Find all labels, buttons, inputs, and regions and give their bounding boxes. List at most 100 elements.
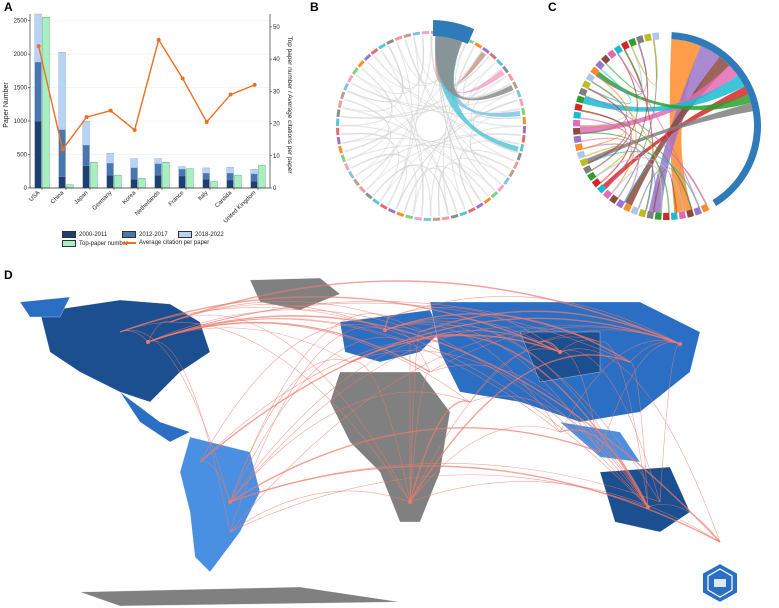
chord-segment bbox=[343, 162, 350, 171]
chord-segment bbox=[394, 35, 403, 42]
chord-segment bbox=[576, 150, 586, 159]
legend-swatch bbox=[62, 231, 76, 238]
chord-segment bbox=[353, 178, 360, 187]
chart-axes: 0 500 1000 1500 2000 2500 0 10 20 30 40 50 USA China J… bbox=[14, 14, 280, 225]
bar-segment bbox=[58, 51, 66, 130]
avg-citation-point bbox=[108, 108, 113, 113]
collaboration-link bbox=[229, 427, 601, 503]
chord-segment bbox=[396, 211, 405, 217]
chord-segment bbox=[638, 208, 647, 218]
chord-segment bbox=[522, 116, 526, 125]
collaboration-link bbox=[119, 321, 411, 503]
chord-segment bbox=[620, 41, 630, 51]
y2-tick-label: 20 bbox=[273, 122, 280, 128]
bar-segment bbox=[82, 145, 90, 167]
bar-segment bbox=[202, 173, 210, 180]
collaboration-link bbox=[169, 314, 411, 503]
collaboration-link bbox=[199, 324, 386, 463]
africa-shape bbox=[329, 371, 451, 523]
collaboration-link bbox=[469, 395, 649, 508]
bar-segment bbox=[178, 175, 186, 189]
bar-segment bbox=[130, 179, 138, 189]
collaboration-link bbox=[389, 295, 681, 345]
collaboration-link bbox=[229, 490, 411, 533]
collaboration-link bbox=[349, 360, 411, 503]
panel-label-a: A bbox=[4, 0, 13, 14]
panel-label-b: B bbox=[310, 0, 319, 14]
chord-segment bbox=[574, 143, 584, 152]
chord-segment bbox=[467, 207, 476, 214]
greenland-shape bbox=[249, 277, 341, 311]
chart-bars bbox=[34, 13, 266, 189]
chord-segment bbox=[607, 49, 617, 59]
bar-segment bbox=[178, 169, 186, 177]
avg-citation-point bbox=[252, 82, 257, 87]
legend-item-2018-2022: 2018-2022 bbox=[178, 231, 224, 238]
chord-segment bbox=[574, 103, 583, 112]
chord-segment bbox=[652, 32, 660, 41]
chord-segment bbox=[508, 169, 515, 178]
chord-segment bbox=[615, 199, 625, 209]
legend-item-2000-2011: 2000-2011 bbox=[62, 231, 107, 238]
chord-link bbox=[623, 165, 654, 211]
bar-line-chart: 0 500 1000 1500 2000 2500 0 10 20 30 40 50 USA China J… bbox=[3, 13, 293, 225]
chord-link bbox=[347, 45, 404, 103]
hub-point bbox=[228, 500, 232, 504]
collaboration-link bbox=[559, 340, 681, 433]
chord-segment bbox=[521, 135, 526, 143]
collaboration-link bbox=[629, 361, 649, 508]
collaboration-link bbox=[199, 317, 681, 463]
chord-segment bbox=[597, 184, 607, 194]
chord-segment-major bbox=[671, 32, 761, 207]
legend-label: Average citation per paper bbox=[139, 240, 210, 246]
chord-segment bbox=[348, 170, 355, 179]
avg-citation-point bbox=[156, 37, 161, 42]
chord-ribbon bbox=[595, 71, 751, 111]
chord-segment bbox=[670, 212, 678, 220]
chord-ribbon bbox=[648, 45, 720, 213]
collaboration-link bbox=[409, 354, 631, 503]
chord-segment bbox=[343, 82, 350, 91]
chord-segment bbox=[587, 171, 597, 181]
collaboration-link bbox=[229, 359, 351, 503]
y2-axis-label: Top paper number / Average citations per… bbox=[286, 36, 293, 174]
chord-segment bbox=[490, 191, 499, 199]
chord-segment bbox=[405, 214, 414, 220]
chord-segment bbox=[628, 37, 637, 47]
bar-segment bbox=[154, 158, 162, 165]
collaboration-link bbox=[147, 340, 231, 533]
bar-segment bbox=[82, 165, 90, 189]
collaboration-link bbox=[229, 313, 391, 503]
avg-citation-point bbox=[228, 92, 233, 97]
collaboration-link bbox=[659, 343, 681, 503]
hub-point bbox=[558, 350, 562, 354]
top-paper-bar bbox=[162, 162, 170, 189]
chord-segment bbox=[573, 127, 581, 135]
chord-segment bbox=[595, 60, 605, 70]
chord-segment bbox=[623, 202, 632, 213]
chord-link bbox=[584, 94, 707, 205]
avg-citation-point bbox=[84, 115, 89, 120]
journal-badge-icon bbox=[701, 562, 739, 604]
y2-tick-label: 10 bbox=[273, 154, 280, 160]
bar-segment bbox=[250, 173, 258, 182]
y-tick-label: 2500 bbox=[14, 19, 28, 25]
chord-segment bbox=[340, 91, 346, 100]
x-tick-label: Canada bbox=[214, 190, 234, 210]
legend-label: 2000-2011 bbox=[79, 231, 108, 238]
bar-segment bbox=[106, 153, 114, 164]
antarctica-shape bbox=[79, 586, 401, 607]
panel-label-c: C bbox=[548, 0, 557, 14]
chord-ribbon bbox=[582, 75, 745, 112]
chord-segment bbox=[602, 189, 613, 200]
chord-segment bbox=[379, 203, 388, 210]
chord-segment bbox=[662, 212, 670, 220]
collaboration-link bbox=[229, 330, 541, 503]
chord-segment bbox=[636, 35, 645, 44]
chart-line bbox=[36, 37, 257, 152]
collaboration-link bbox=[119, 296, 561, 353]
top-paper-bar bbox=[138, 178, 146, 189]
collaboration-link bbox=[419, 310, 681, 345]
y-axis-label: Paper Number bbox=[3, 82, 10, 128]
chord-segment bbox=[700, 203, 710, 213]
